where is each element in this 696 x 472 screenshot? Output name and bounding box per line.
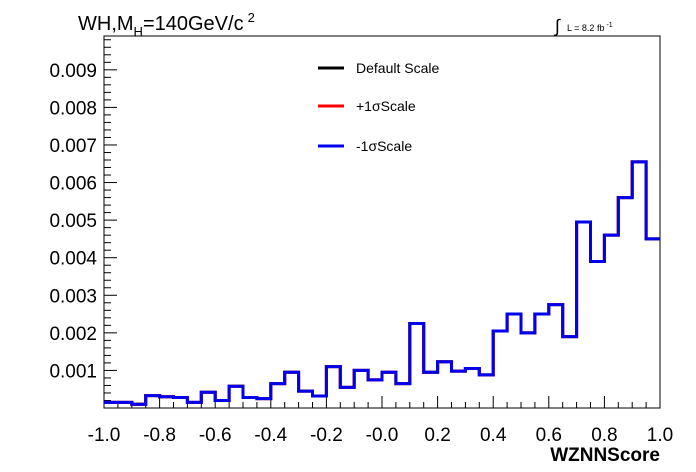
x-tick-label: 0.4	[480, 425, 507, 446]
y-tick-label: 0.006	[49, 174, 97, 195]
y-tick-label: 0.003	[49, 286, 97, 307]
x-tick-label: -0.6	[199, 425, 232, 446]
x-tick-label: -0.4	[254, 425, 287, 446]
x-tick-label: -1.0	[88, 425, 121, 446]
x-axis: -1.0 -0.8 -0.6 -0.4 -0.2 -0.0 0.2 0.4 0.6 0.8 1.0	[88, 396, 673, 446]
series-line-3	[104, 160, 660, 406]
y-axis: 0.001 0.002 0.003 0.004 0.005 0.006 0.007 0.008…	[49, 39, 117, 409]
y-tick-label: 0.004	[49, 249, 97, 270]
y-tick-label: 0.007	[49, 136, 97, 157]
x-tick-label: -0.2	[310, 425, 343, 446]
x-tick-label: -0.8	[143, 425, 176, 446]
x-axis-label: WZNNScore	[550, 445, 660, 466]
legend: Default Scale +1σScale -1σScale	[318, 60, 439, 154]
y-tick-label: 0.008	[49, 98, 97, 119]
y-tick-label: 0.002	[49, 324, 97, 345]
y-tick-label: 0.009	[49, 61, 97, 82]
x-tick-label: 0.8	[591, 425, 617, 446]
series-layer	[104, 160, 660, 406]
x-tick-label: -0.0	[366, 425, 399, 446]
x-tick-label: 0.2	[424, 425, 450, 446]
x-tick-label: 0.6	[536, 425, 562, 446]
x-tick-label: 1.0	[647, 425, 673, 446]
legend-entry-label: Default Scale	[356, 60, 439, 76]
chart-title: WH,MH=140GeV/c 2	[78, 10, 255, 39]
luminosity-integral-symbol: ∫	[553, 16, 561, 36]
legend-entry-label: -1σScale	[356, 138, 412, 154]
y-tick-label: 0.001	[49, 361, 97, 382]
y-tick-label: 0.005	[49, 211, 97, 232]
legend-entry-label: +1σScale	[356, 98, 416, 114]
luminosity-label: L = 8.2 fb -1	[567, 22, 613, 33]
